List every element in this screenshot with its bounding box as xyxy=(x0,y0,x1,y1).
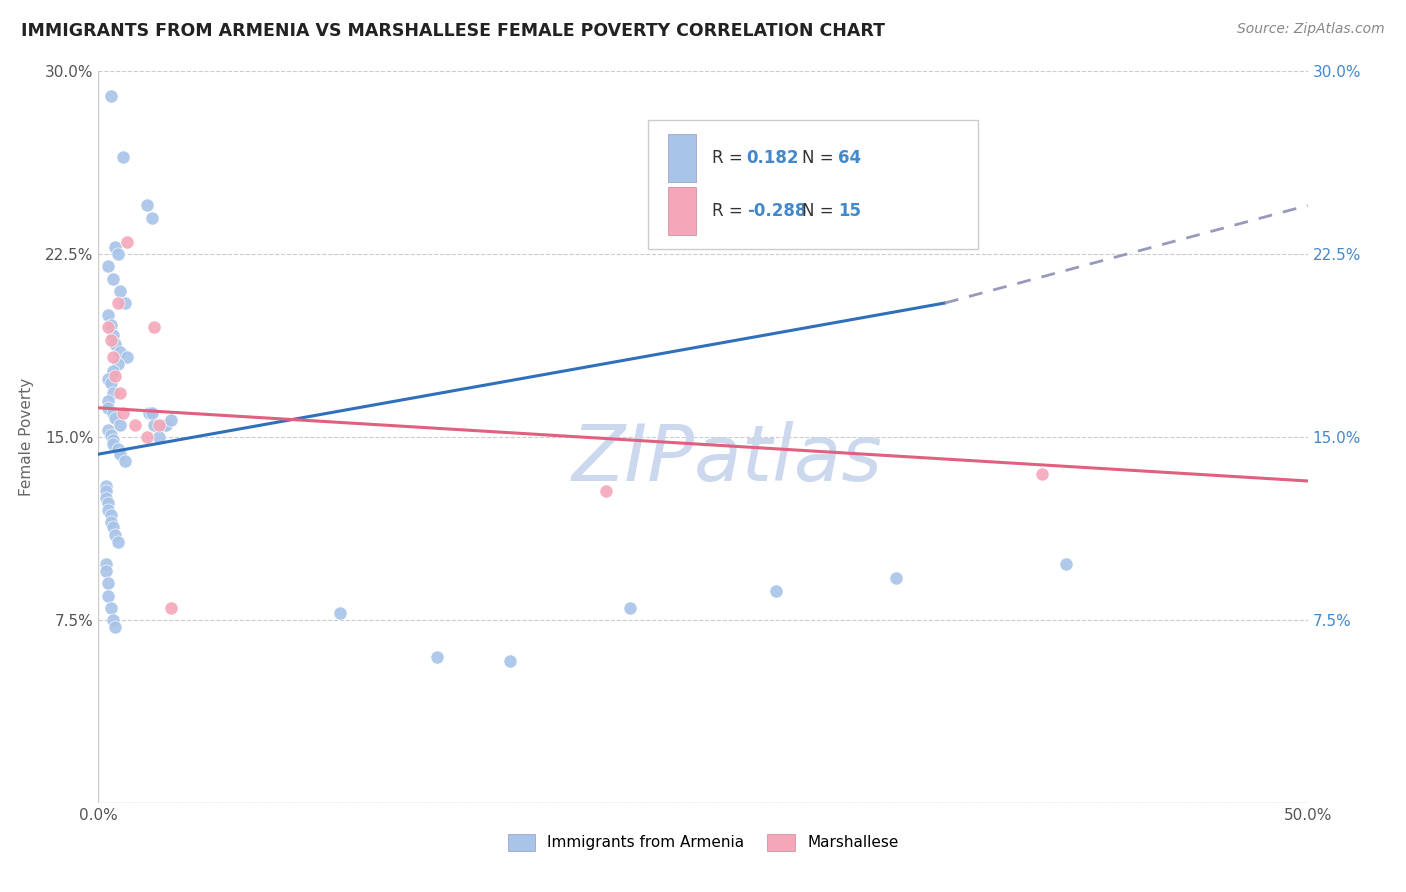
Point xyxy=(101,437,124,451)
Point xyxy=(329,606,352,620)
Point xyxy=(104,527,127,541)
Y-axis label: Female Poverty: Female Poverty xyxy=(18,378,34,496)
Point xyxy=(101,364,124,378)
Point xyxy=(619,600,641,615)
Text: ZIPatlas: ZIPatlas xyxy=(572,421,883,497)
Point xyxy=(104,369,127,384)
Point xyxy=(114,296,136,310)
Point xyxy=(97,589,120,603)
Point xyxy=(108,447,131,461)
Point xyxy=(97,503,120,517)
Point xyxy=(101,350,124,364)
Point xyxy=(101,386,124,401)
Point xyxy=(100,508,122,522)
Point xyxy=(107,296,129,310)
Point xyxy=(108,386,131,401)
Text: 0.182: 0.182 xyxy=(747,149,799,167)
Point xyxy=(141,406,163,420)
Point xyxy=(101,613,124,627)
Point xyxy=(100,600,122,615)
Point xyxy=(148,430,170,444)
Point xyxy=(107,357,129,371)
Point xyxy=(97,371,120,385)
Point xyxy=(101,406,124,420)
Point xyxy=(114,454,136,468)
Point xyxy=(101,433,124,447)
Point xyxy=(124,417,146,432)
Point xyxy=(94,491,117,505)
Point xyxy=(97,320,120,334)
Point xyxy=(100,516,122,530)
Point xyxy=(97,260,120,274)
Point xyxy=(148,417,170,432)
Point xyxy=(160,600,183,615)
Point xyxy=(97,393,120,408)
Point xyxy=(160,413,183,427)
Text: 15: 15 xyxy=(838,202,862,219)
Point xyxy=(107,247,129,261)
Point xyxy=(1031,467,1053,481)
Point xyxy=(100,318,122,332)
Point xyxy=(97,308,120,322)
Point xyxy=(498,654,520,668)
Point xyxy=(100,376,122,391)
Point xyxy=(141,211,163,225)
Point xyxy=(101,327,124,342)
Point xyxy=(107,442,129,457)
Point xyxy=(152,417,174,432)
Legend: Immigrants from Armenia, Marshallese: Immigrants from Armenia, Marshallese xyxy=(502,828,904,857)
Point xyxy=(426,649,449,664)
Point xyxy=(101,520,124,534)
Point xyxy=(117,350,139,364)
Point xyxy=(104,240,127,254)
Text: IMMIGRANTS FROM ARMENIA VS MARSHALLESE FEMALE POVERTY CORRELATION CHART: IMMIGRANTS FROM ARMENIA VS MARSHALLESE F… xyxy=(21,22,886,40)
Text: 64: 64 xyxy=(838,149,862,167)
Point xyxy=(97,576,120,591)
Point xyxy=(100,88,122,103)
Point xyxy=(765,583,787,598)
Text: N =: N = xyxy=(803,149,839,167)
Point xyxy=(94,479,117,493)
Point xyxy=(886,572,908,586)
Point xyxy=(104,337,127,351)
Point xyxy=(111,406,134,420)
Point xyxy=(104,410,127,425)
Point xyxy=(143,320,166,334)
Point xyxy=(108,284,131,298)
Text: R =: R = xyxy=(711,202,748,219)
Point xyxy=(143,417,166,432)
Point xyxy=(97,423,120,437)
Point xyxy=(138,406,160,420)
Point xyxy=(155,417,177,432)
Point xyxy=(100,333,122,347)
Point xyxy=(117,235,139,249)
Point xyxy=(111,150,134,164)
Point xyxy=(108,417,131,432)
Point xyxy=(100,427,122,442)
Point xyxy=(1054,557,1077,571)
Point xyxy=(97,496,120,510)
Point xyxy=(135,430,157,444)
Point xyxy=(94,564,117,578)
Point xyxy=(101,271,124,285)
Point xyxy=(104,620,127,634)
Point xyxy=(595,483,617,498)
Text: R =: R = xyxy=(711,149,748,167)
Text: N =: N = xyxy=(803,202,839,219)
Point xyxy=(94,557,117,571)
Point xyxy=(97,401,120,415)
Point xyxy=(135,198,157,212)
Point xyxy=(107,535,129,549)
Text: Source: ZipAtlas.com: Source: ZipAtlas.com xyxy=(1237,22,1385,37)
Text: -0.288: -0.288 xyxy=(747,202,806,219)
Point xyxy=(94,483,117,498)
Point xyxy=(108,344,131,359)
